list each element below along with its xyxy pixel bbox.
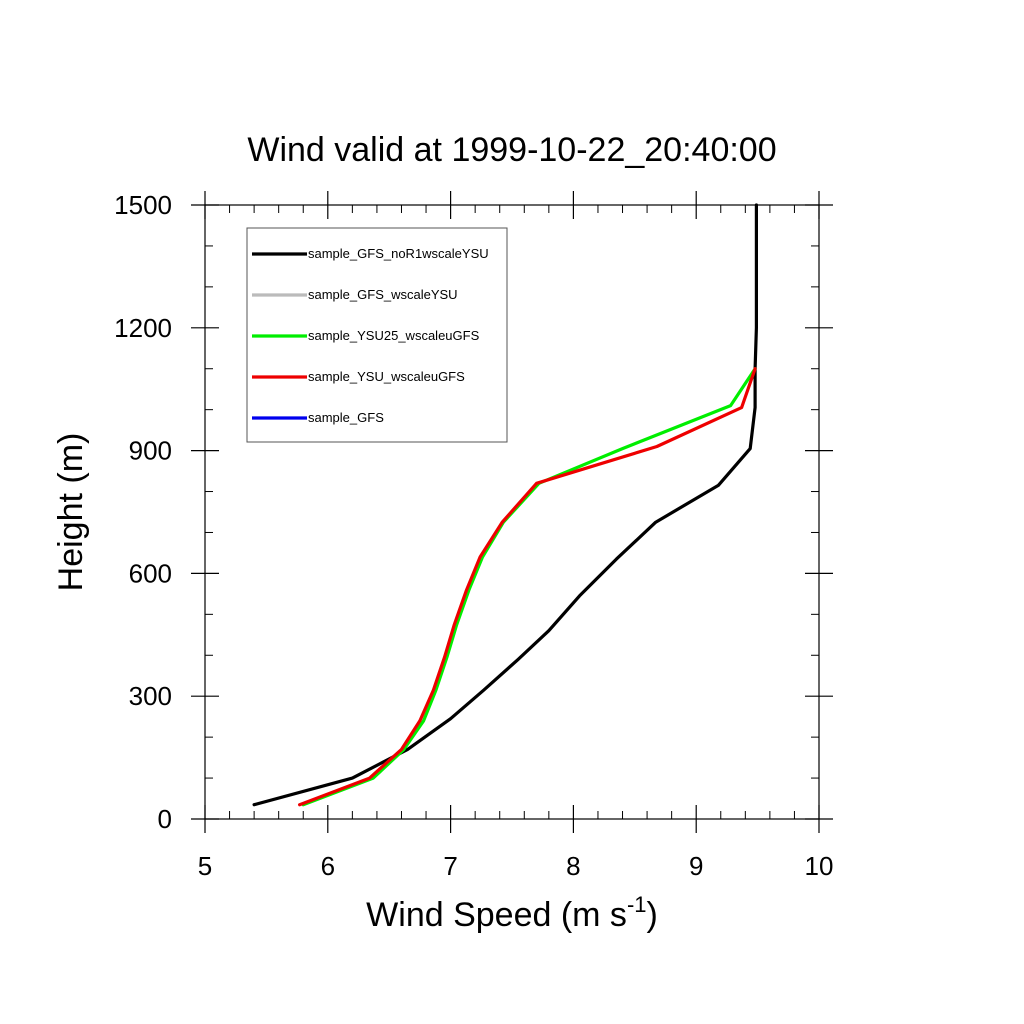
y-tick-label: 1500: [114, 190, 172, 220]
y-tick-label: 600: [129, 558, 172, 588]
legend-items: sample_GFS_noR1wscaleYSU sample_GFS_wscal…: [252, 246, 489, 425]
x-tick-label: 8: [566, 851, 580, 881]
x-tick-label: 6: [321, 851, 335, 881]
x-axis-title-superscript: -1: [627, 892, 647, 917]
y-tick-label: 1200: [114, 313, 172, 343]
y-tick-label: 300: [129, 681, 172, 711]
chart-title: Wind valid at 1999-10-22_20:40:00: [247, 131, 776, 169]
series-line-sample-gfs-nor1wscaleysu: [252, 203, 759, 807]
x-tick-label: 10: [805, 851, 834, 881]
y-tick-label: 0: [158, 804, 172, 834]
legend-label-sample-gfs-wscaleysu: sample_GFS_wscaleYSU: [308, 287, 458, 302]
series-lines: [252, 203, 759, 807]
x-tick-label: 7: [443, 851, 457, 881]
x-axis-title-close: ): [647, 896, 658, 934]
x-tick-labels: 5 6 7 8 9 10: [198, 851, 834, 881]
legend: sample_GFS_noR1wscaleYSU sample_GFS_wscal…: [246, 227, 508, 443]
minor-ticks: [205, 205, 819, 819]
legend-label-sample-gfs: sample_GFS: [308, 410, 384, 425]
x-axis-title: Wind Speed (m s-1): [366, 892, 658, 934]
y-axis-title: Height (m): [52, 433, 90, 592]
legend-label-sample-ysu25-wscaleugfs: sample_YSU25_wscaleuGFS: [308, 328, 480, 343]
x-tick-label: 5: [198, 851, 212, 881]
legend-label-sample-gfs-nor1wscaleysu: sample_GFS_noR1wscaleYSU: [308, 246, 489, 261]
x-axis-title-main: Wind Speed (m s: [366, 896, 627, 934]
y-tick-labels: 0 300 600 900 1200 1500: [114, 190, 172, 834]
plot-frame: [204, 204, 820, 820]
x-tick-label: 9: [689, 851, 703, 881]
series-line-sample-ysu-wscaleugfs: [298, 367, 757, 807]
y-tick-label: 900: [129, 436, 172, 466]
series-line-sample-ysu25-wscaleugfs: [301, 367, 757, 807]
legend-label-sample-ysu-wscaleugfs: sample_YSU_wscaleuGFS: [308, 369, 465, 384]
